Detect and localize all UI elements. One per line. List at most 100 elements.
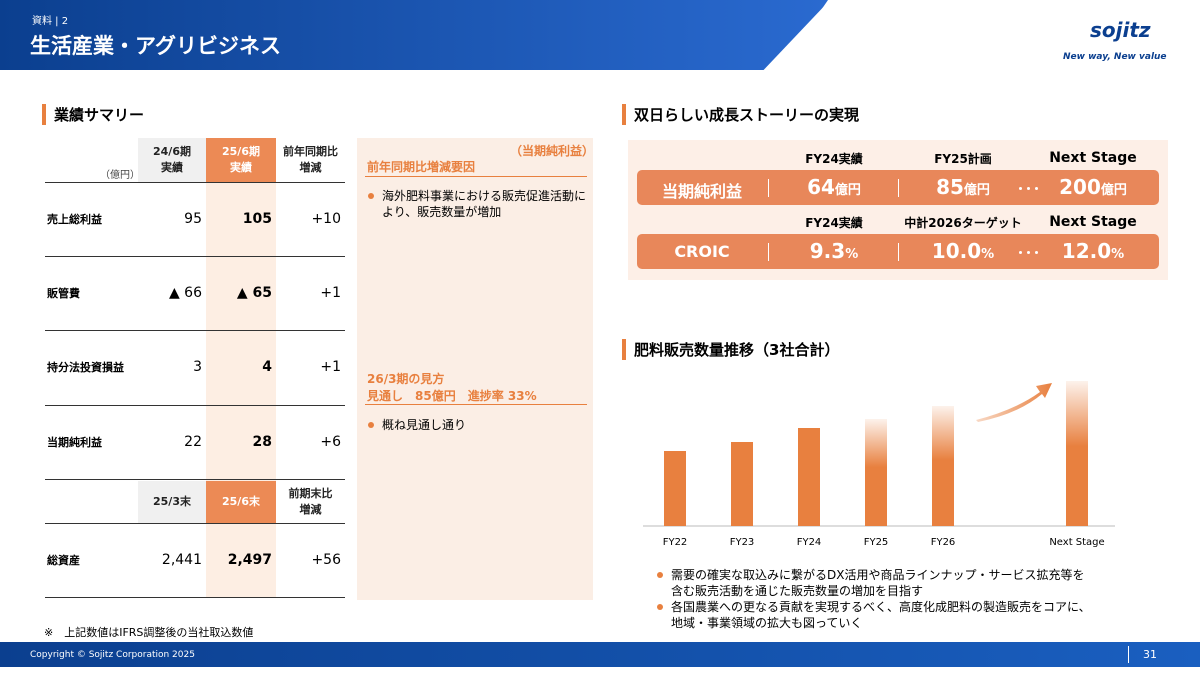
growth-cell: 12.0% (1013, 239, 1173, 263)
cell-value: 64 (807, 175, 835, 199)
column-header: 25/3末 (138, 481, 206, 523)
row-label: 持分法投資損益 (47, 361, 124, 374)
tagline: New way, New value (1063, 52, 1167, 62)
column-header: 前期末比 増減 (288, 487, 333, 516)
footer-divider (1128, 646, 1129, 663)
row-rule (45, 330, 345, 331)
note-bullet: 海外肥料事業における販売促進活動により、販売数量が増加 (366, 188, 588, 220)
table-value: ▲ 65 (236, 285, 272, 301)
cell-value: 200 (1059, 175, 1101, 199)
page-number: 31 (1143, 648, 1157, 661)
growth-cell: 200億円 (1013, 175, 1173, 199)
x-tick-label: FY26 (931, 537, 956, 548)
bar (932, 406, 954, 526)
row-rule (45, 182, 345, 183)
ellipsis-dot (1035, 187, 1038, 190)
growth-label: 当期純利益 (661, 182, 742, 201)
x-tick-label: FY23 (730, 537, 755, 548)
header-band (0, 0, 830, 70)
growth-header: FY24実績 (805, 152, 863, 166)
outlook-heading: 26/3期の見方 (367, 372, 445, 386)
x-tick-label: FY25 (864, 537, 889, 548)
section-title: 双日らしい成長ストーリーの実現 (622, 104, 859, 125)
bar (865, 419, 887, 526)
cell-unit: % (981, 247, 995, 262)
notes-tag: （当期純利益） (510, 144, 595, 158)
header-label: 資料 | 2 (32, 16, 69, 27)
ellipsis-dot (1027, 251, 1030, 254)
x-tick-label: Next Stage (1049, 537, 1104, 548)
table-value: +10 (311, 211, 341, 227)
cell-value: 9.3 (809, 239, 846, 263)
doc-ref: 2 (61, 16, 69, 27)
bar (664, 451, 686, 526)
growth-header: FY24実績 (805, 216, 863, 230)
column-header: 25/6期 実績 (206, 138, 276, 182)
table-value: ▲ 66 (168, 285, 202, 301)
table-value: +1 (320, 285, 341, 301)
table-value: 2,441 (161, 552, 202, 568)
cell-unit: % (845, 247, 859, 262)
x-tick-label: FY22 (663, 537, 688, 548)
footer-bar (0, 642, 1200, 667)
table-value: 28 (252, 434, 272, 450)
section-title: 肥料販売数量推移（3社合計） (622, 339, 839, 360)
row-label: 販管費 (47, 287, 80, 300)
chart-note: 各国農業への更なる貢献を実現するべく、高度化成肥料の製造販売をコアに、地域・事業… (655, 599, 1091, 631)
row-rule (45, 256, 345, 257)
growth-label: CROIC (674, 242, 730, 261)
growth-cell: 85億円 (883, 175, 1043, 199)
growth-header: Next Stage (1049, 214, 1137, 230)
bar (1066, 381, 1088, 526)
x-tick-label: FY24 (797, 537, 822, 548)
cell-unit: % (1111, 247, 1125, 262)
table-value: 3 (193, 359, 202, 375)
row-rule (45, 523, 345, 524)
table-value: +56 (311, 552, 341, 568)
band-divider (898, 179, 899, 197)
notes-heading: 前年同期比増減要因 (367, 160, 476, 174)
table-value: 95 (184, 211, 202, 227)
growth-header: 中計2026ターゲット (904, 216, 1022, 230)
table-value: +1 (320, 359, 341, 375)
row-rule (45, 597, 345, 598)
band-divider (768, 179, 769, 197)
table-value: 4 (262, 359, 272, 375)
growth-cell: 9.3% (754, 239, 914, 263)
footnote: ※ 上記数値はIFRS調整後の当社取込数値 (44, 626, 254, 639)
row-label: 総資産 (47, 554, 80, 567)
ellipsis-dot (1019, 251, 1022, 254)
growth-arrow (976, 383, 1052, 422)
table-value: 105 (242, 211, 272, 227)
doc-label: 資料 (32, 16, 52, 27)
header-white (780, 0, 1200, 70)
table-value: 2,497 (227, 552, 272, 568)
band-divider (768, 243, 769, 261)
cell-value: 12.0 (1061, 239, 1112, 263)
outlook-line: 見通し 85億円 進捗率 33% (367, 389, 537, 403)
row-label: 売上総利益 (47, 213, 102, 226)
row-label: 当期純利益 (47, 436, 102, 449)
cell-unit: 億円 (834, 183, 861, 198)
ellipsis-dot (1035, 251, 1038, 254)
divider (365, 176, 587, 177)
band-divider (898, 243, 899, 261)
cell-value: 85 (936, 175, 964, 199)
chart-note: 需要の確実な取込みに繋がるDX活用や商品ラインナップ・サービス拡充等を含む販売活… (655, 567, 1091, 599)
column-header: 前年同期比 増減 (283, 145, 338, 174)
column-header: 25/6末 (206, 481, 276, 523)
table-value: +6 (320, 434, 341, 450)
cell-value: 10.0 (931, 239, 982, 263)
ellipsis-dot (1019, 187, 1022, 190)
row-rule (45, 405, 345, 406)
cell-unit: 億円 (1100, 183, 1127, 198)
growth-header: Next Stage (1049, 150, 1137, 166)
bar (731, 442, 753, 526)
bar (798, 428, 820, 526)
row-rule (45, 479, 345, 480)
ellipsis-dot (1027, 187, 1030, 190)
outlook-bullet: 概ね見通し通り (366, 417, 588, 433)
